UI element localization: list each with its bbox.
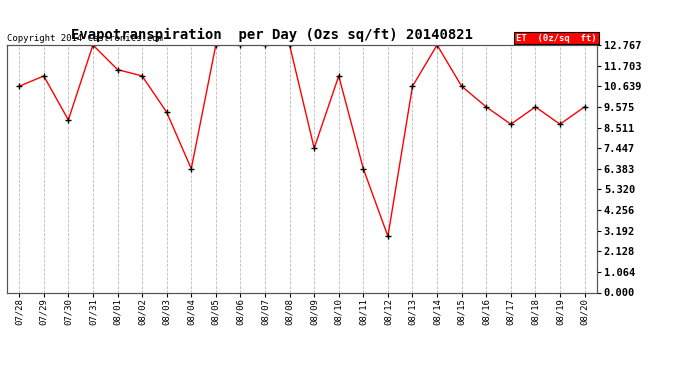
- Title: Evapotranspiration  per Day (Ozs sq/ft) 20140821: Evapotranspiration per Day (Ozs sq/ft) 2…: [71, 28, 473, 42]
- Text: ET  (0z/sq  ft): ET (0z/sq ft): [516, 33, 597, 42]
- Text: Copyright 2014 Castronics.com: Copyright 2014 Castronics.com: [7, 33, 163, 42]
